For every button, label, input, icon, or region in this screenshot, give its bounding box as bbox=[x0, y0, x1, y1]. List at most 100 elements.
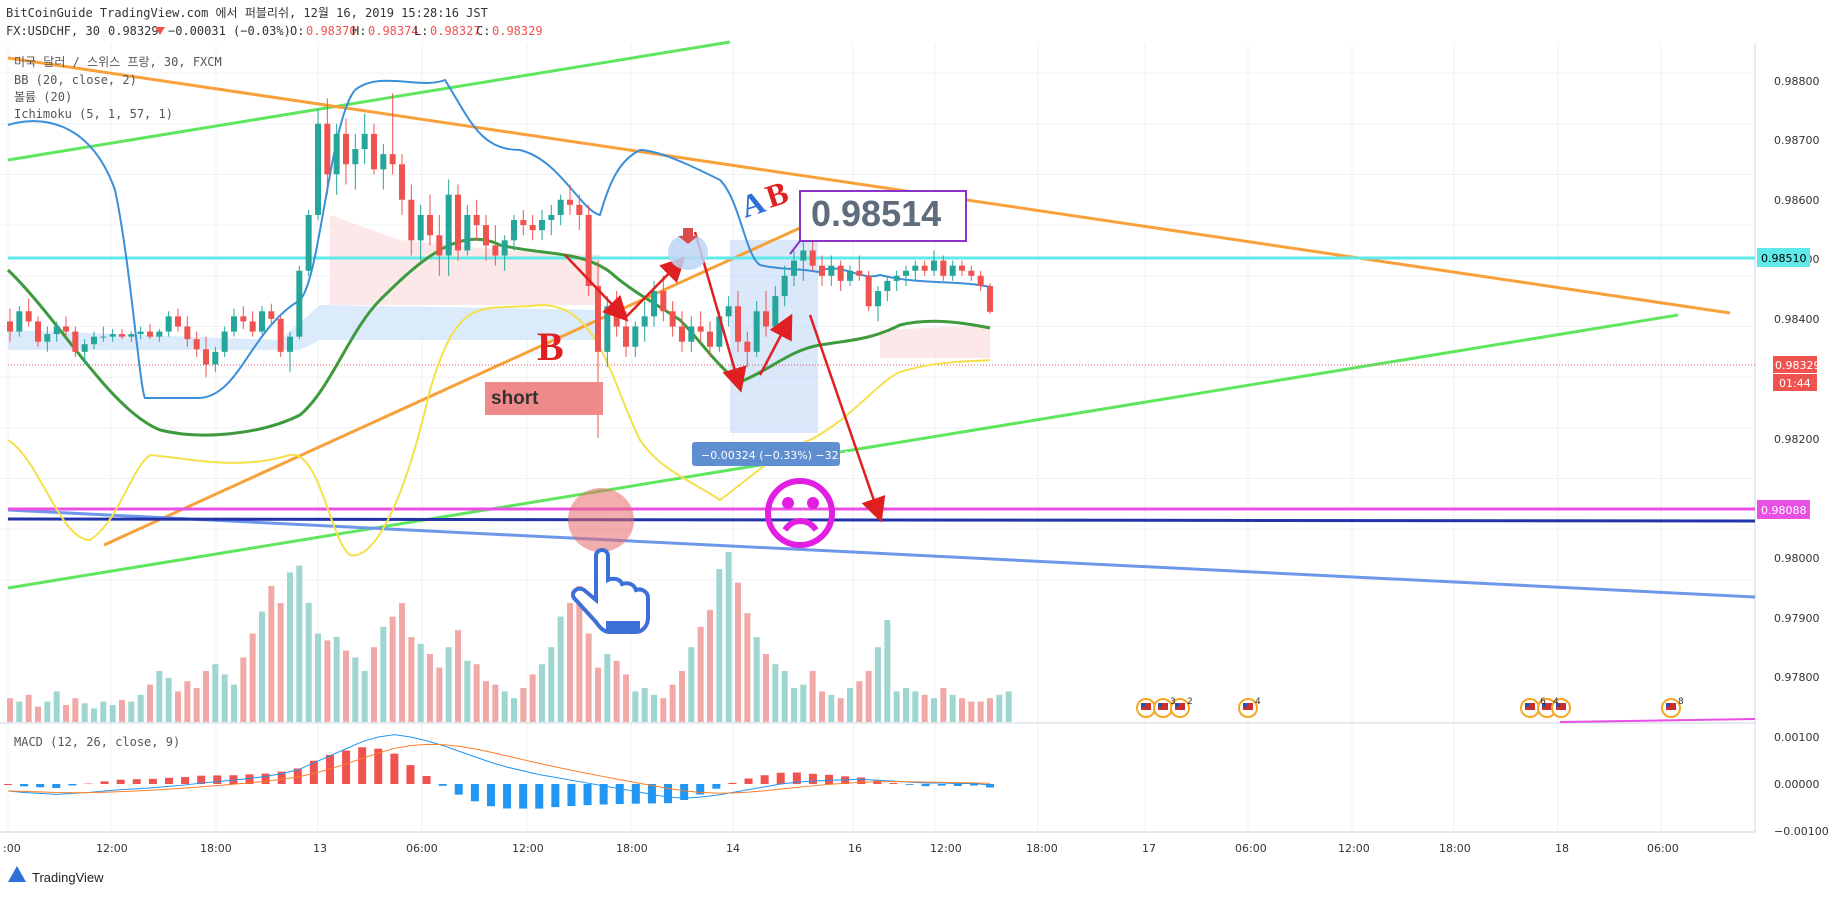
symbol-prefix: FX:USDCHF, 30 bbox=[6, 24, 100, 38]
volume-bar bbox=[772, 664, 779, 722]
navy-horizontal-line[interactable] bbox=[7, 517, 1756, 523]
volume-bar bbox=[865, 671, 872, 722]
short-label-box[interactable] bbox=[485, 382, 603, 415]
macd-histogram-bar bbox=[358, 747, 367, 784]
flag-canton bbox=[1556, 703, 1560, 707]
price-callout-box[interactable] bbox=[799, 190, 967, 242]
ohlc-value: 0.98329 bbox=[492, 24, 543, 38]
volume-bar bbox=[949, 694, 956, 722]
candle-body bbox=[875, 291, 881, 307]
macd-histogram-bar bbox=[567, 784, 576, 806]
candle-body bbox=[800, 250, 807, 261]
candle-body bbox=[268, 311, 275, 319]
candle-body bbox=[623, 326, 629, 347]
candle-body bbox=[203, 349, 209, 365]
volume-bar bbox=[184, 681, 191, 722]
volume-bar bbox=[688, 647, 695, 722]
macd-histogram-bar bbox=[535, 784, 544, 809]
time-axis-label: 18:00 bbox=[616, 842, 648, 855]
legend-volume[interactable]: 볼륨 (20) bbox=[14, 90, 72, 104]
candle-body bbox=[744, 341, 751, 352]
candle-body bbox=[35, 321, 41, 342]
arrow-4 bbox=[758, 313, 793, 376]
time-axis-label: 18:00 bbox=[1026, 842, 1058, 855]
legend-bb[interactable]: BB (20, close, 2) bbox=[14, 73, 137, 87]
ohlc-value: 0.98370 bbox=[306, 24, 357, 38]
volume-bar bbox=[343, 650, 349, 722]
candle-body bbox=[147, 331, 153, 337]
volume-bar bbox=[753, 637, 760, 722]
price-axis-label: 0.97900 bbox=[1774, 612, 1820, 625]
time-axis[interactable]: :00 12:00 18:00 13 06:00 12:00 18:00 14 16 12:00 1… bbox=[3, 842, 1679, 855]
candle-body bbox=[100, 336, 107, 338]
candle-body bbox=[660, 291, 667, 312]
volume-bar bbox=[352, 657, 359, 722]
macd-histogram-bar bbox=[486, 784, 495, 807]
volume-bar bbox=[7, 698, 13, 722]
publisher-line: BitCoinGuide TradingView.com 에서 퍼블리쉬, 12… bbox=[6, 6, 488, 20]
orange-trendline-upper[interactable] bbox=[7, 56, 1731, 315]
volume-bar bbox=[735, 582, 741, 722]
volume-bar bbox=[940, 688, 947, 722]
measure-box[interactable] bbox=[730, 240, 818, 433]
macd-histogram-bar bbox=[36, 784, 45, 788]
legend-ichimoku[interactable]: Ichimoku (5, 1, 57, 1) bbox=[14, 107, 173, 121]
macd-histogram-bar bbox=[309, 760, 318, 784]
blue-trendline[interactable] bbox=[7, 508, 1756, 599]
candle-body bbox=[828, 265, 835, 276]
volume-bar bbox=[903, 688, 909, 722]
countdown-tag-text: 01:44 bbox=[1779, 377, 1811, 390]
macd-histogram-bar bbox=[921, 784, 930, 787]
candle-body bbox=[91, 336, 97, 345]
candle-body bbox=[165, 316, 172, 332]
magenta-price-tag-text: 0.98088 bbox=[1761, 504, 1807, 517]
volume-bar bbox=[380, 626, 387, 722]
macd-histogram-bar bbox=[454, 784, 463, 795]
legend-macd[interactable]: MACD (12, 26, close, 9) bbox=[14, 735, 180, 749]
volume-bar bbox=[585, 633, 592, 722]
volume-bar bbox=[576, 586, 583, 722]
volume-bar bbox=[408, 637, 415, 722]
flag-canton bbox=[1542, 703, 1546, 707]
candle-body bbox=[399, 164, 405, 200]
legend-instrument[interactable]: 미국 달러 / 스위스 프랑, 30, FXCM bbox=[14, 55, 222, 69]
candle-body bbox=[371, 133, 377, 170]
tradingview-logo[interactable]: TradingView bbox=[8, 866, 104, 885]
candle-body bbox=[548, 214, 555, 221]
candle-body bbox=[697, 326, 704, 332]
macd-histogram-bar bbox=[615, 784, 624, 805]
green-trendline-lower[interactable] bbox=[7, 313, 1679, 590]
time-axis-label: 16 bbox=[848, 842, 862, 855]
ohlc-value: 0.98374 bbox=[368, 24, 419, 38]
candle-body bbox=[576, 204, 583, 215]
candle-body bbox=[809, 250, 816, 266]
volume-bar bbox=[240, 657, 247, 722]
candle-body bbox=[641, 316, 648, 327]
volume-bar bbox=[660, 698, 667, 722]
flag-canton bbox=[1141, 703, 1145, 707]
macd-histogram-bar bbox=[792, 772, 801, 784]
volume-bar bbox=[828, 694, 835, 722]
volume-bar bbox=[847, 688, 853, 722]
flag-canton bbox=[1158, 703, 1162, 707]
price-callout-pointer bbox=[789, 240, 801, 255]
volume-bar bbox=[315, 633, 321, 722]
volume-bar bbox=[651, 694, 657, 722]
measure-label-box bbox=[692, 442, 840, 466]
candle-body bbox=[585, 214, 592, 286]
volume-bar bbox=[389, 616, 396, 722]
green-trendline-upper[interactable] bbox=[7, 40, 731, 162]
candle-body bbox=[707, 331, 713, 347]
volume-bar bbox=[1005, 691, 1012, 722]
candle-body bbox=[193, 339, 200, 350]
price-callout: 0.98514 bbox=[811, 193, 941, 234]
candle-body bbox=[44, 334, 51, 342]
volume-bar bbox=[511, 698, 517, 722]
candle-body bbox=[63, 326, 69, 332]
price-axis-label: 0.98400 bbox=[1774, 313, 1820, 326]
candle-body bbox=[352, 149, 359, 165]
orange-trendline-lower[interactable] bbox=[103, 210, 836, 547]
spike-highlight-circle bbox=[568, 488, 634, 552]
